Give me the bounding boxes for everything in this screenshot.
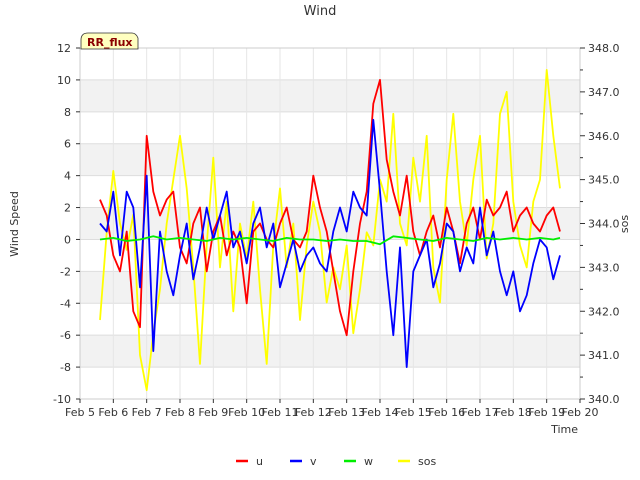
x-tick-label: Feb 8 <box>165 406 195 419</box>
x-tick-label: Feb 19 <box>528 406 565 419</box>
y-tick-label: 2 <box>64 202 71 215</box>
legend-item-w: w <box>344 455 373 468</box>
y2-tick-label: 341.0 <box>588 349 620 362</box>
plot-band <box>80 367 580 399</box>
x-axis-label: Time <box>550 423 578 436</box>
plot-band <box>80 48 580 80</box>
y-tick-label: -4 <box>60 297 71 310</box>
y-axis-left: -10 -8 -6 -4 -2 0 2 4 6 8 10 12 <box>53 42 80 406</box>
legend-label: v <box>310 455 317 468</box>
y-tick-label: 6 <box>64 138 71 151</box>
legend-label: sos <box>418 455 436 468</box>
y-tick-label: -8 <box>60 361 71 374</box>
y-tick-label: 8 <box>64 106 71 119</box>
y2-tick-label: 343.0 <box>588 261 620 274</box>
x-tick-label: Feb 13 <box>328 406 365 419</box>
y-tick-label: -10 <box>53 393 71 406</box>
y-axis-label: Wind Speed <box>8 191 21 257</box>
legend: u v w sos <box>236 455 436 468</box>
x-tick-label: Feb 11 <box>262 406 299 419</box>
y-tick-label: -6 <box>60 329 71 342</box>
y-tick-label: 4 <box>64 170 71 183</box>
legend-item-sos: sos <box>398 455 436 468</box>
plot-band <box>80 79 580 112</box>
x-tick-label: Feb 10 <box>228 406 265 419</box>
y-tick-label: 0 <box>64 233 71 246</box>
series-line-v <box>99 118 561 369</box>
legend-item-u: u <box>236 455 263 468</box>
legend-label: w <box>364 455 373 468</box>
y2-tick-label: 342.0 <box>588 305 620 318</box>
plot-band <box>80 335 580 368</box>
plot-background <box>80 48 580 399</box>
plot-lines <box>99 69 561 392</box>
x-tick-label: Feb 20 <box>562 406 599 419</box>
x-tick-label: Feb 7 <box>132 406 162 419</box>
y2-tick-label: 340.0 <box>588 393 620 406</box>
rr-flux-badge: RR_flux <box>80 32 139 50</box>
x-tick-label: Feb 12 <box>295 406 332 419</box>
plot-band <box>80 111 580 144</box>
series-line-w <box>99 235 561 246</box>
series-line-sos <box>99 69 561 392</box>
y2-tick-label: 346.0 <box>588 130 620 143</box>
x-tick-label: Feb 9 <box>198 406 228 419</box>
plot-band <box>80 207 580 240</box>
x-tick-label: Feb 5 <box>65 406 95 419</box>
plot-band <box>80 175 580 208</box>
x-tick-label: Feb 16 <box>428 406 465 419</box>
y-tick-label: -2 <box>60 265 71 278</box>
plot-band <box>80 143 580 176</box>
x-tick-label: Feb 15 <box>395 406 432 419</box>
y-axis-right: 340.0 341.0 342.0 343.0 344.0 345.0 346.0 347.0… <box>580 42 620 406</box>
chart-title: Wind <box>304 4 337 19</box>
x-tick-label: Feb 6 <box>98 406 128 419</box>
y2-tick-label: 344.0 <box>588 218 620 231</box>
x-tick-label: Feb 17 <box>462 406 499 419</box>
y2-tick-label: 345.0 <box>588 174 620 187</box>
badge-label: RR_flux <box>87 36 133 49</box>
x-tick-label: Feb 18 <box>495 406 532 419</box>
y2-axis-label: sos <box>618 215 631 233</box>
legend-item-v: v <box>290 455 317 468</box>
x-tick-label: Feb 14 <box>362 406 399 419</box>
plot-band <box>80 303 580 336</box>
y2-tick-label: 347.0 <box>588 86 620 99</box>
legend-label: u <box>256 455 263 468</box>
y-tick-label: 12 <box>57 42 71 55</box>
y2-tick-label: 348.0 <box>588 42 620 55</box>
y-tick-label: 10 <box>57 74 71 87</box>
